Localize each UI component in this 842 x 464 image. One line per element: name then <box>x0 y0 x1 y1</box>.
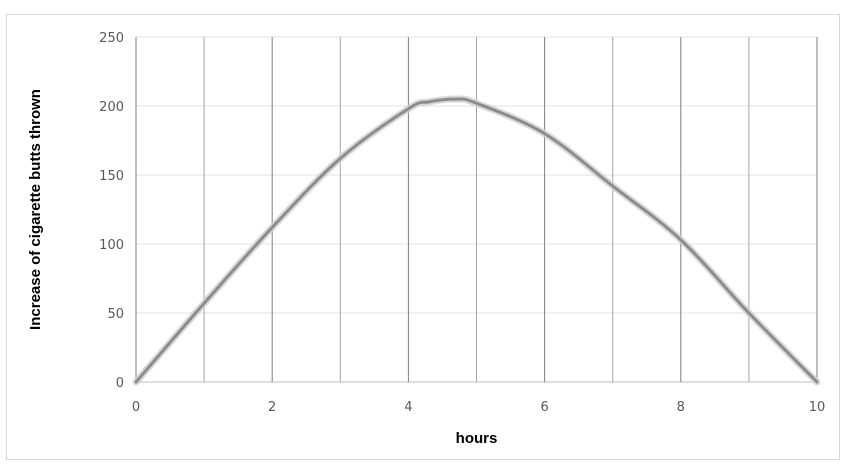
chart-frame <box>6 14 840 460</box>
x-axis-title: hours <box>456 430 498 447</box>
x-tick-label: 6 <box>540 400 548 415</box>
x-tick-label: 4 <box>404 400 412 415</box>
x-tick-label: 8 <box>677 400 685 415</box>
x-tick-label: 0 <box>132 400 140 415</box>
series-line <box>134 97 819 384</box>
y-tick-label: 100 <box>99 238 124 253</box>
y-axis-title: Increase of cigarette butts thrown <box>27 89 44 330</box>
x-tick-label: 2 <box>268 400 276 415</box>
y-tick-label: 250 <box>99 31 124 46</box>
y-tick-label: 0 <box>116 376 124 391</box>
y-tick-label: 50 <box>107 307 124 322</box>
series-lines <box>132 95 821 386</box>
x-tick-label: 10 <box>809 400 826 415</box>
y-tick-label: 150 <box>99 169 124 184</box>
grid <box>135 36 818 383</box>
y-tick-label: 200 <box>99 100 124 115</box>
